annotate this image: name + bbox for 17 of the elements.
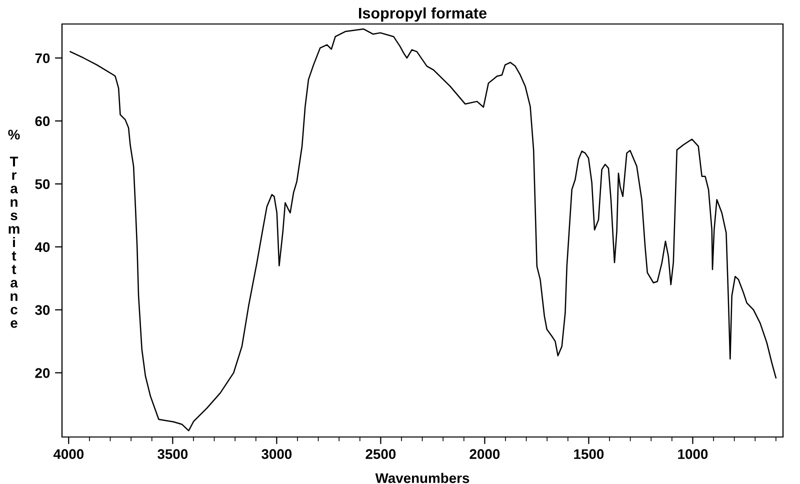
line-series xyxy=(70,28,777,432)
y-tick-label: 60 xyxy=(35,116,50,126)
x-tick-label: 3000 xyxy=(262,449,292,460)
y-tick-label: 50 xyxy=(35,179,50,190)
x-tick-label: 1500 xyxy=(574,449,604,460)
y-tick-label: 70 xyxy=(35,53,50,64)
y-tick-label: 20 xyxy=(35,368,50,378)
x-tick-label: 2000 xyxy=(470,449,500,460)
x-tick-label: 1000 xyxy=(678,449,708,460)
x-tick-label: 3500 xyxy=(158,449,188,460)
x-axis-title: Wavenumbers xyxy=(375,472,470,484)
x-tick-label: 4000 xyxy=(53,449,84,460)
x-tick-label: 2500 xyxy=(366,449,396,460)
y-tick-label: 40 xyxy=(34,242,50,252)
y-tick-label: 30 xyxy=(35,305,50,316)
text: % Transmittance xyxy=(8,130,20,328)
chart-title: Isopropyl formate xyxy=(359,7,486,22)
